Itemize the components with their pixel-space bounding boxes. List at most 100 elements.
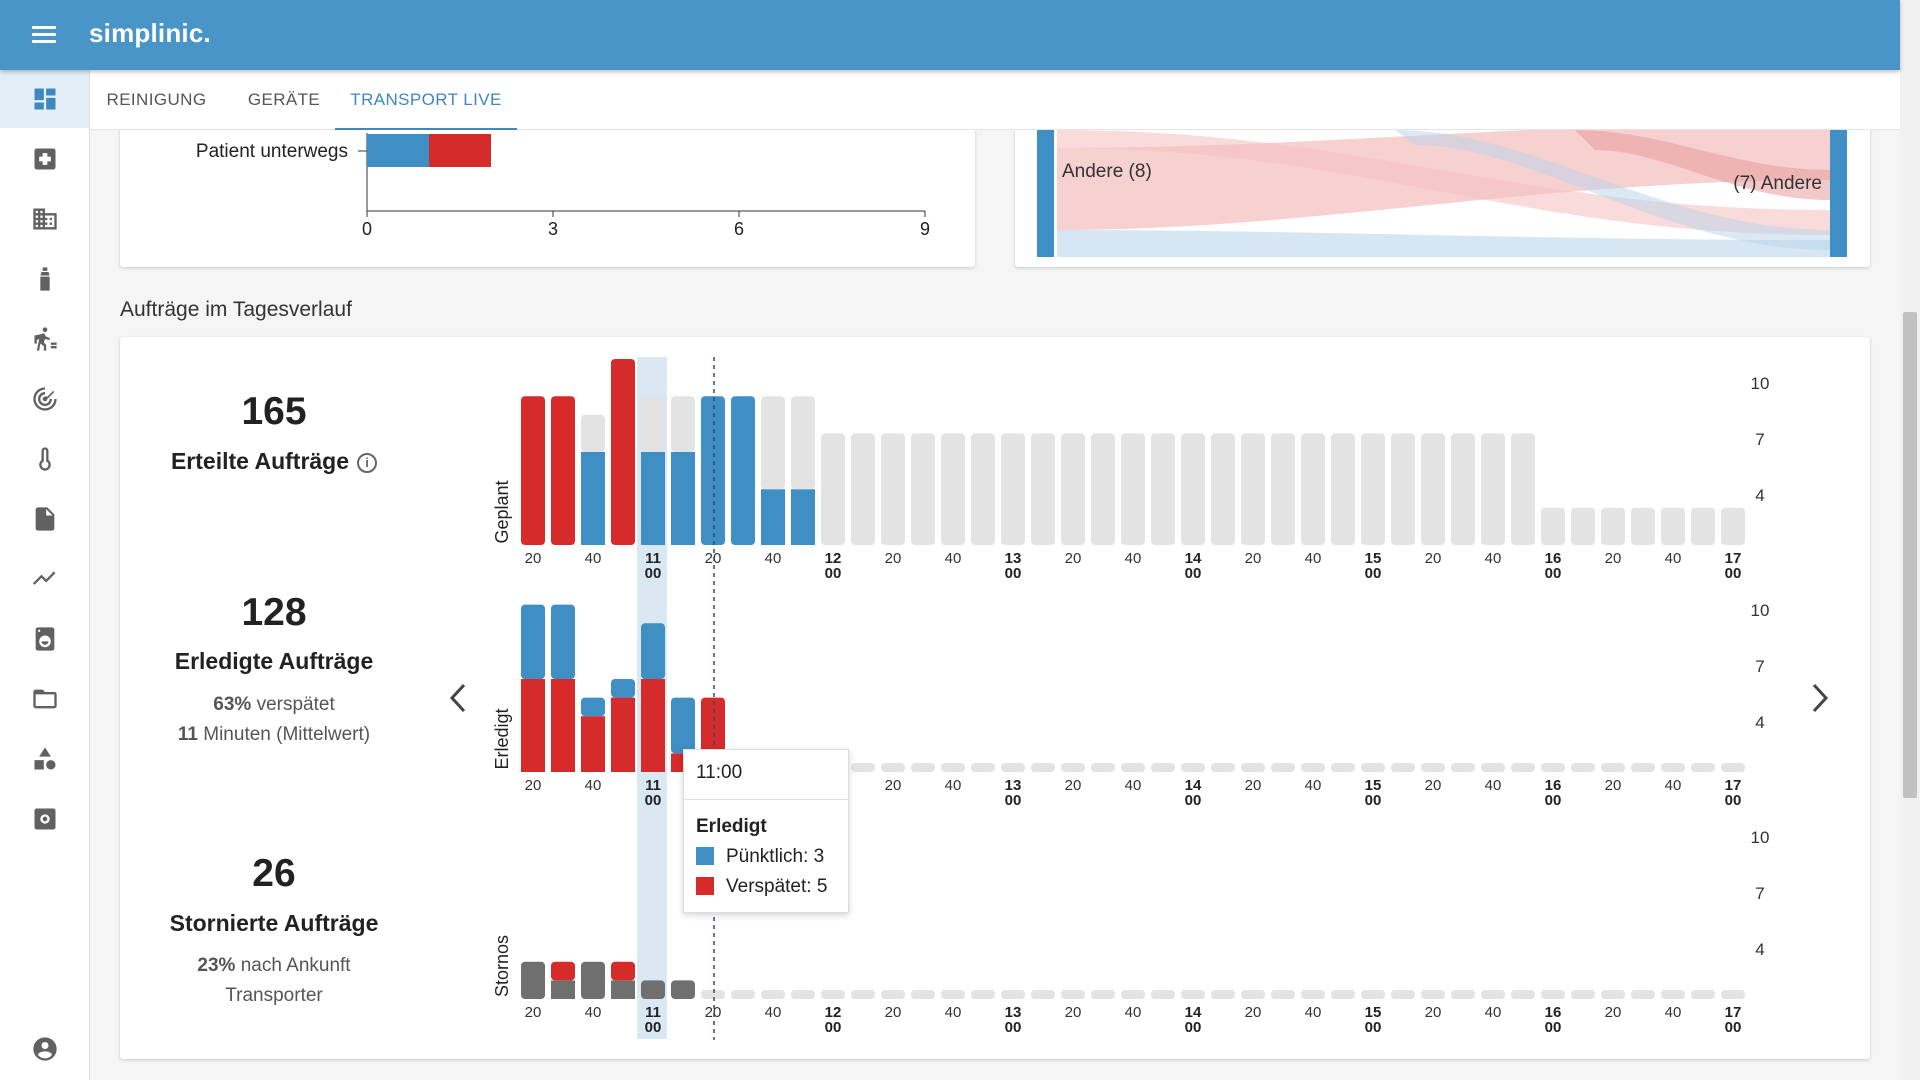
empty-bar[interactable]	[911, 990, 935, 999]
bar-segment-0[interactable]	[367, 134, 429, 167]
empty-bar[interactable]	[1571, 763, 1595, 772]
empty-bar[interactable]	[971, 763, 995, 772]
bar-segment-1[interactable]	[429, 134, 491, 167]
bar-segment[interactable]	[611, 679, 635, 698]
bar-segment[interactable]	[581, 697, 605, 717]
empty-bar[interactable]	[1601, 763, 1625, 772]
empty-bar[interactable]	[881, 990, 905, 999]
sidebar-item-dashboard[interactable]	[0, 70, 89, 128]
sidebar-item-documents[interactable]	[0, 490, 89, 548]
empty-bar[interactable]	[1331, 763, 1355, 772]
empty-bar[interactable]	[1691, 990, 1715, 999]
bar-segment[interactable]	[521, 604, 545, 679]
empty-bar[interactable]	[1631, 763, 1655, 772]
bar-segment[interactable]	[611, 980, 635, 999]
bar-segment[interactable]	[1451, 433, 1475, 545]
bar-segment[interactable]	[521, 679, 545, 772]
sidebar-item-settings[interactable]	[0, 790, 89, 848]
bar-segment[interactable]	[791, 489, 815, 545]
empty-bar[interactable]	[1661, 763, 1685, 772]
bar-segment[interactable]	[761, 396, 785, 490]
sidebar-item-temperature[interactable]	[0, 430, 89, 488]
bar-segment[interactable]	[611, 697, 635, 772]
empty-bar[interactable]	[1391, 990, 1415, 999]
empty-bar[interactable]	[1031, 990, 1055, 999]
bar-segment[interactable]	[1481, 433, 1505, 545]
empty-bar[interactable]	[1121, 990, 1145, 999]
bar-segment[interactable]	[1691, 507, 1715, 545]
bar-segment[interactable]	[1421, 433, 1445, 545]
sidebar-item-transport[interactable]	[0, 310, 89, 368]
bar-segment[interactable]	[731, 396, 755, 545]
sidebar-item-trends[interactable]	[0, 550, 89, 608]
empty-bar[interactable]	[911, 763, 935, 772]
empty-bar[interactable]	[1241, 763, 1265, 772]
bar-segment[interactable]	[671, 452, 695, 545]
bar-segment[interactable]	[1661, 507, 1685, 545]
empty-bar[interactable]	[1121, 763, 1145, 772]
sidebar-item-files[interactable]	[0, 670, 89, 728]
bar-segment[interactable]	[1721, 507, 1745, 545]
empty-bar[interactable]	[1451, 763, 1475, 772]
bar-segment[interactable]	[551, 980, 575, 999]
empty-bar[interactable]	[851, 990, 875, 999]
empty-bar[interactable]	[1181, 763, 1205, 772]
bar-segment[interactable]	[881, 433, 905, 545]
info-icon[interactable]: i	[357, 453, 378, 473]
empty-bar[interactable]	[851, 763, 875, 772]
tab-reinigung[interactable]: REINIGUNG	[106, 90, 207, 109]
bar-segment[interactable]	[1181, 433, 1205, 545]
empty-bar[interactable]	[1541, 763, 1565, 772]
empty-bar[interactable]	[1451, 990, 1475, 999]
sidebar-item-medical[interactable]	[0, 130, 89, 188]
empty-bar[interactable]	[1271, 763, 1295, 772]
empty-bar[interactable]	[1001, 763, 1025, 772]
empty-bar[interactable]	[1091, 990, 1115, 999]
empty-bar[interactable]	[1151, 763, 1175, 772]
bar-segment[interactable]	[611, 359, 635, 545]
empty-bar[interactable]	[1241, 990, 1265, 999]
empty-bar[interactable]	[1211, 990, 1235, 999]
empty-bar[interactable]	[1001, 990, 1025, 999]
bar-segment[interactable]	[641, 623, 665, 679]
bar-segment[interactable]	[1151, 433, 1175, 545]
empty-bar[interactable]	[1721, 763, 1745, 772]
bar-segment[interactable]	[1091, 433, 1115, 545]
bar-segment[interactable]	[1211, 433, 1235, 545]
bar-segment[interactable]	[1331, 433, 1355, 545]
sidebar-item-cleaning[interactable]	[0, 250, 89, 308]
scrollbar-thumb[interactable]	[1903, 312, 1917, 798]
empty-bar[interactable]	[1361, 763, 1385, 772]
bar-segment[interactable]	[1241, 433, 1265, 545]
empty-bar[interactable]	[1511, 990, 1535, 999]
empty-bar[interactable]	[1031, 763, 1055, 772]
bar-segment[interactable]	[581, 452, 605, 545]
empty-bar[interactable]	[1481, 763, 1505, 772]
empty-bar[interactable]	[791, 990, 815, 999]
empty-bar[interactable]	[761, 990, 785, 999]
sidebar-item-account[interactable]	[0, 1020, 89, 1078]
bar-segment[interactable]	[551, 604, 575, 679]
empty-bar[interactable]	[731, 990, 755, 999]
previous-button[interactable]	[438, 673, 478, 723]
bar-segment[interactable]	[671, 396, 695, 452]
empty-bar[interactable]	[1541, 990, 1565, 999]
tab-geraete[interactable]: GERÄTE	[247, 90, 321, 109]
sidebar-item-laundry[interactable]	[0, 610, 89, 668]
bar-segment[interactable]	[1121, 433, 1145, 545]
empty-bar[interactable]	[1301, 763, 1325, 772]
bar-segment[interactable]	[611, 961, 635, 981]
empty-bar[interactable]	[941, 990, 965, 999]
bar-segment[interactable]	[1601, 507, 1625, 545]
empty-bar[interactable]	[1091, 763, 1115, 772]
empty-bar[interactable]	[1421, 763, 1445, 772]
empty-bar[interactable]	[821, 990, 845, 999]
bar-segment[interactable]	[581, 961, 605, 999]
empty-bar[interactable]	[1511, 763, 1535, 772]
bar-segment[interactable]	[1541, 507, 1565, 545]
tab-transport-live[interactable]: TRANSPORT LIVE	[335, 70, 517, 130]
sidebar-item-resources[interactable]	[0, 730, 89, 788]
bar-segment[interactable]	[671, 697, 695, 754]
empty-bar[interactable]	[1061, 990, 1085, 999]
empty-bar[interactable]	[1481, 990, 1505, 999]
